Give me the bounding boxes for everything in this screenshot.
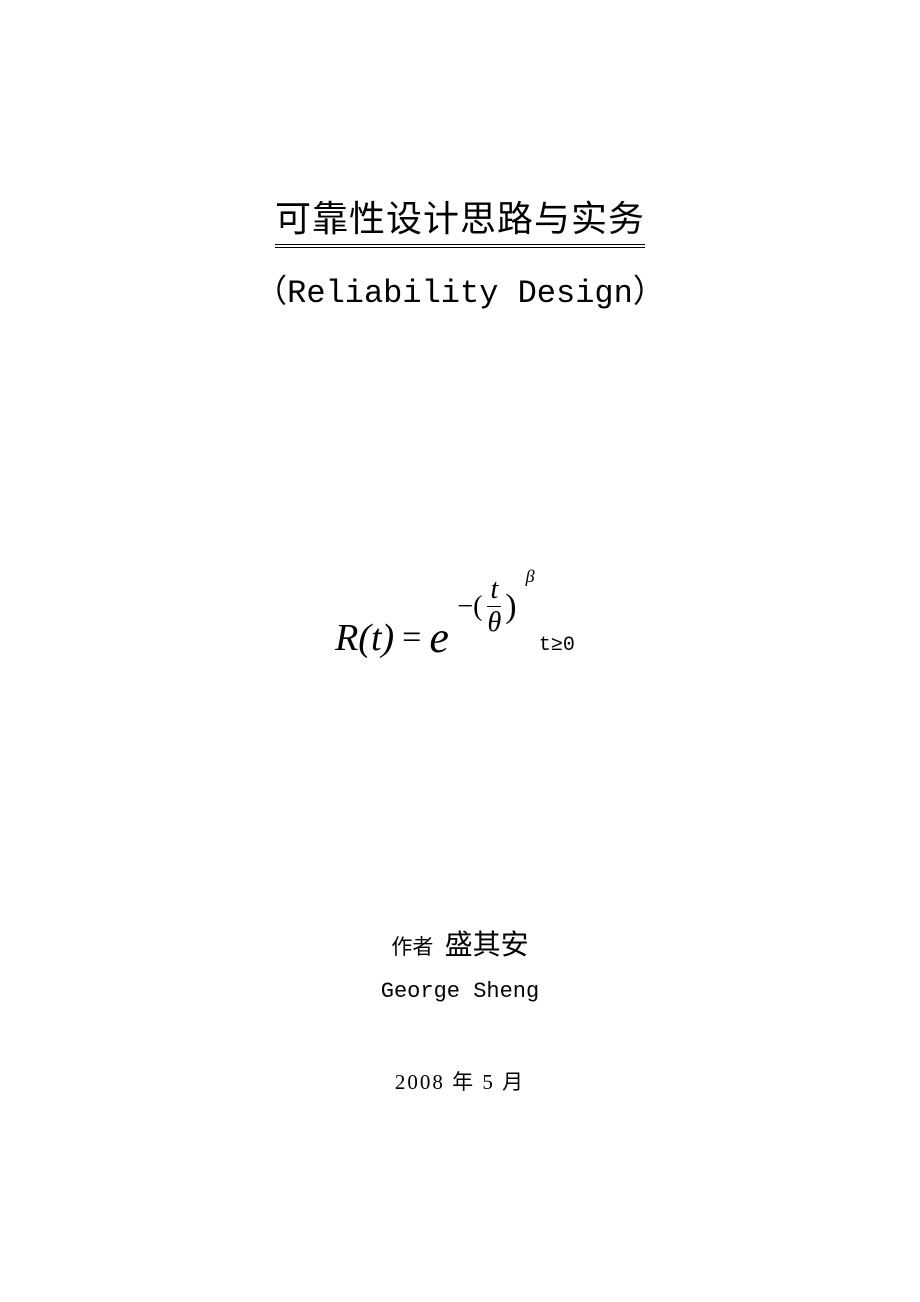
formula-block: R(t) = e −( t θ ) β t≥0 [105,612,805,663]
formula-exp-suffix: ) β [505,588,516,626]
author-name-cn: 盛其安 [445,930,529,961]
formula-exponent: −( t θ ) β [457,576,516,637]
formula-expression: R(t) = e −( t θ ) β [335,612,449,663]
formula-denominator: θ [484,607,504,637]
formula-close-paren: ) [505,588,516,625]
formula-base-e: e [429,613,449,662]
formula-equals: = [402,619,421,657]
formula-fraction: t θ [484,576,504,637]
date-line: 2008 年 5 月 [395,1066,525,1096]
formula-lhs: R(t) [335,616,394,660]
title-subtitle: （Reliability Design） [255,266,665,312]
author-line-cn: 作者 盛其安 [391,923,528,963]
formula-condition: t≥0 [539,634,575,657]
formula-base: e −( t θ ) β [429,612,449,663]
formula-outer-exponent: β [526,566,535,587]
document-page: 可靠性设计思路与实务 （Reliability Design） R(t) = e… [0,0,920,1302]
title-main: 可靠性设计思路与实务 [275,190,645,248]
author-name-en: George Sheng [381,979,539,1004]
formula-exp-prefix: −( [457,591,482,623]
formula-numerator: t [487,576,501,607]
author-label: 作者 [391,935,433,959]
